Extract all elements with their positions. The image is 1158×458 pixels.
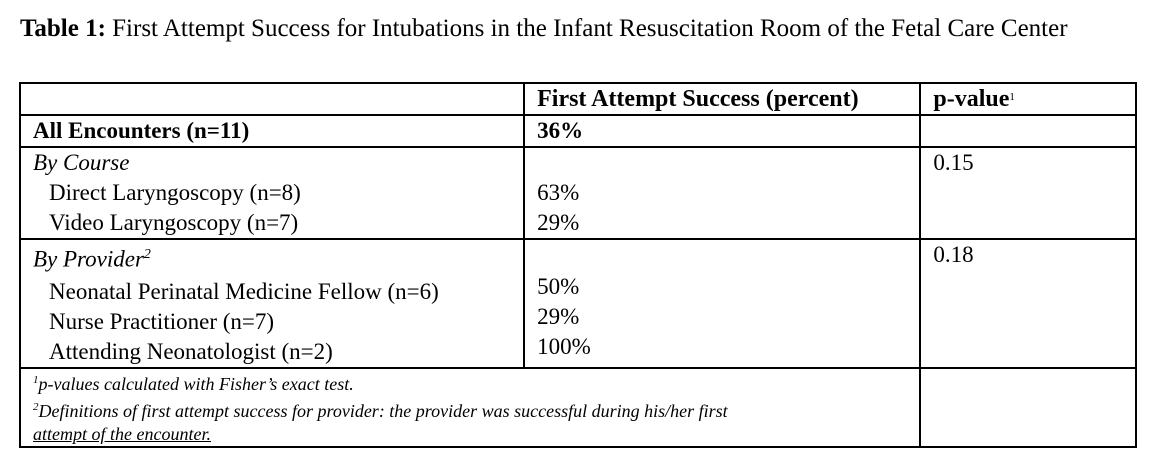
table-caption-text: First Attempt Success for Intubations in… bbox=[105, 15, 1068, 42]
by-provider-labels: By Provider2 Neonatal Perinatal Medicine… bbox=[18, 238, 526, 369]
by-course-title: By Course bbox=[33, 150, 130, 175]
by-course-values: 63% 29% bbox=[523, 146, 922, 240]
table-header-row: First Attempt Success (percent) p-value1 bbox=[18, 82, 1137, 116]
course-direct-laryngoscopy-label: Direct Laryngoscopy (n=8) bbox=[49, 180, 301, 205]
by-provider-p-value: 0.18 bbox=[919, 238, 1137, 369]
by-course-p-value: 0.15 bbox=[919, 146, 1137, 240]
provider-attending-label: Attending Neonatologist (n=2) bbox=[49, 338, 333, 364]
table-row-by-provider: By Provider2 Neonatal Perinatal Medicine… bbox=[18, 238, 1137, 369]
provider-nurse-practitioner-label: Nurse Practitioner (n=7) bbox=[49, 308, 275, 334]
all-encounters-p-value bbox=[919, 114, 1137, 148]
header-first-attempt-success: First Attempt Success (percent) bbox=[523, 82, 922, 116]
footnote-1: 1p-values calculated with Fisher’s exact… bbox=[33, 373, 354, 394]
table-row-by-course: By Course Direct Laryngoscopy (n=8) Vide… bbox=[18, 146, 1137, 240]
by-course-labels: By Course Direct Laryngoscopy (n=8) Vide… bbox=[18, 146, 526, 240]
header-p-value-footnote-mark: 1 bbox=[1009, 91, 1015, 103]
all-encounters-label: All Encounters (n=11) bbox=[18, 114, 526, 148]
provider-fellow-label: Neonatal Perinatal Medicine Fellow (n=6) bbox=[49, 278, 439, 304]
table-caption: Table 1: First Attempt Success for Intub… bbox=[20, 12, 1130, 46]
table-row-all-encounters: All Encounters (n=11) 36% bbox=[18, 114, 1137, 148]
by-provider-footnote-mark: 2 bbox=[143, 247, 151, 262]
table-caption-label: Table 1: bbox=[20, 15, 106, 42]
provider-nurse-practitioner-value: 29% bbox=[537, 304, 580, 329]
table-row-footnotes: 1p-values calculated with Fisher’s exact… bbox=[18, 366, 1137, 448]
course-video-laryngoscopy-label: Video Laryngoscopy (n=7) bbox=[49, 210, 299, 235]
header-cell-empty bbox=[18, 82, 526, 116]
by-provider-values: 50% 29% 100% bbox=[523, 238, 922, 369]
header-p-value: p-value1 bbox=[919, 82, 1137, 116]
footnotes-empty-cell bbox=[919, 366, 1137, 448]
footnote-2: 2Definitions of first attempt success fo… bbox=[33, 400, 728, 421]
results-table: First Attempt Success (percent) p-value1… bbox=[18, 82, 1137, 448]
footnotes-cell: 1p-values calculated with Fisher’s exact… bbox=[18, 366, 922, 448]
footnote-2-continued: attempt of the encounter. bbox=[33, 423, 211, 444]
course-video-laryngoscopy-value: 29% bbox=[537, 210, 580, 235]
all-encounters-value: 36% bbox=[523, 114, 922, 148]
by-provider-title: By Provider2 bbox=[33, 246, 151, 272]
provider-fellow-value: 50% bbox=[537, 274, 580, 299]
provider-attending-value: 100% bbox=[537, 334, 591, 359]
course-direct-laryngoscopy-value: 63% bbox=[537, 180, 580, 205]
